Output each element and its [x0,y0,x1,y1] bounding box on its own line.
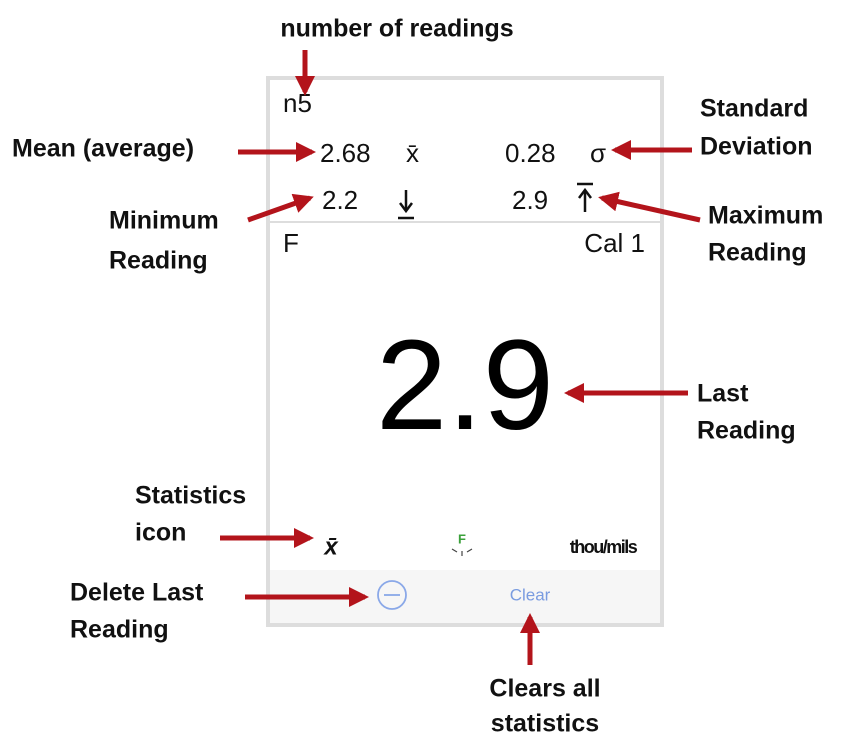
stats-button[interactable]: x̄ [322,533,339,560]
arrows [220,50,701,665]
annotation: Clears all [489,675,600,703]
probe-button[interactable]: F [458,531,466,546]
max-icon [577,182,593,212]
last-reading: 2.9 [376,314,554,457]
annotation: statistics [491,710,599,738]
screen-frame [266,76,664,627]
min-icon [398,190,414,220]
annotation: Standard [700,95,808,123]
mean-value: 2.68 [320,138,371,168]
count: n5 [283,88,312,118]
annotation: Reading [70,616,169,644]
annotation: Last [697,380,749,408]
annotation: icon [135,519,186,547]
probe-icon [451,548,473,556]
probe: F [283,228,299,258]
annotation: Reading [109,247,208,275]
annotation: Statistics [135,482,246,510]
min-value: 2.2 [322,185,358,215]
max-value: 2.9 [512,185,548,215]
calibration: Cal 1 [584,228,645,258]
annotation: Mean (average) [12,135,194,163]
delete-button[interactable] [377,580,407,610]
mean-symbol: x̄ [406,138,419,168]
std-dev-value: 0.28 [505,138,556,168]
annotation: Reading [697,417,796,445]
units-button[interactable]: thou/mils [570,537,639,557]
annotation: Minimum [109,207,219,235]
annotation: Delete Last [70,579,204,607]
std-dev-symbol: σ [590,138,606,168]
clear-button[interactable]: Clear [510,585,551,604]
annotation: Reading [708,239,807,267]
annotation: Deviation [700,133,813,161]
annotation: number of readings [280,15,513,43]
annotation: Maximum [708,202,823,230]
